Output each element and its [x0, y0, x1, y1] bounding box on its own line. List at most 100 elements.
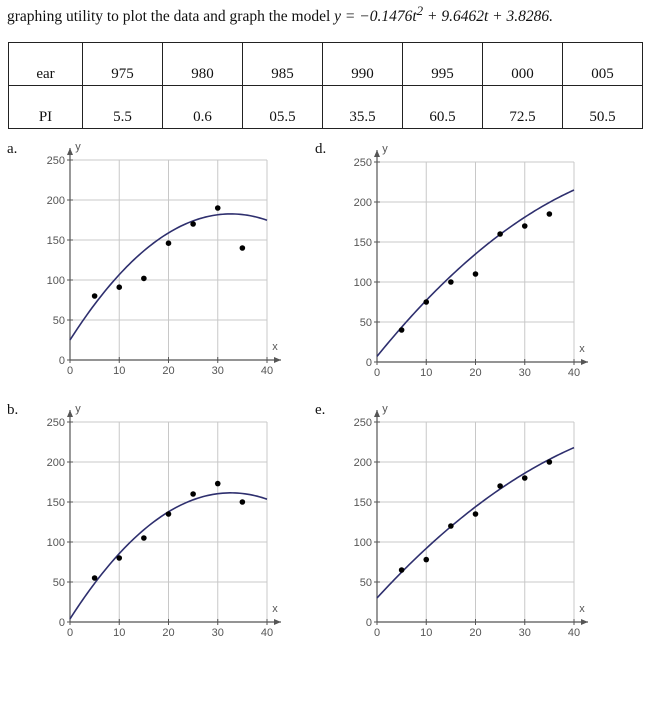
chart-1-x-tick-label: 20 — [162, 627, 174, 639]
chart-1-x-arrow — [274, 619, 281, 625]
chart-3-data-point-6 — [546, 459, 553, 465]
chart-0-data-point-3 — [165, 240, 172, 246]
chart-3-y-arrow — [374, 410, 380, 417]
table-row-year: ear 975 980 985 990 995 000 005 — [8, 42, 643, 86]
chart-2-x-tick-label: 30 — [519, 367, 531, 379]
table-cell: 60.5 — [402, 85, 483, 129]
chart-1-y-tick-label: 250 — [47, 417, 65, 429]
data-table: ear 975 980 985 990 995 000 005 PI 5.5 0… — [8, 42, 643, 129]
chart-0-data-point-4 — [190, 221, 196, 227]
table-row-pi: PI 5.5 0.6 05.5 35.5 60.5 72.5 50.5 — [8, 85, 643, 129]
chart-3-y-tick-label: 250 — [354, 417, 372, 429]
chart-2-x-axis-label: x — [579, 343, 585, 355]
chart-1-data-point-1 — [116, 555, 123, 561]
chart-0-model-curve — [69, 213, 268, 341]
chart-3-y-tick-label: 50 — [360, 577, 372, 589]
table-cell: 0.6 — [162, 85, 243, 129]
chart-3-model-curve — [376, 446, 575, 599]
table-cell: 50.5 — [562, 85, 643, 129]
option-label-d[interactable]: d. — [315, 141, 327, 157]
plot-b: 0 10 20 30 40 0 50 100 150 200 250 x y — [47, 403, 281, 639]
table-cell: 35.5 — [322, 85, 403, 129]
chart-2-y-tick-label: 200 — [354, 197, 372, 209]
chart-2-y-tick-label: 250 — [354, 157, 372, 169]
chart-3-data-point-1 — [423, 556, 430, 563]
chart-1-y-tick-label: 150 — [47, 497, 65, 509]
chart-2-x-tick-label: 0 — [374, 367, 380, 379]
chart-1-y-arrow — [67, 410, 73, 417]
chart-1-data-point-2 — [141, 535, 147, 541]
chart-0-y-tick-label: 0 — [59, 355, 65, 367]
chart-1-data-point-4 — [190, 491, 196, 497]
chart-2-y-tick-label: 150 — [354, 237, 372, 249]
chart-0-x-axis-label: x — [272, 341, 278, 353]
model-lhs: y = — [334, 8, 360, 26]
chart-1-y-tick-label: 50 — [53, 577, 65, 589]
chart-2-data-point-6 — [546, 211, 553, 217]
table-cell: 000 — [482, 42, 563, 86]
chart-1-x-tick-label: 40 — [261, 627, 273, 639]
chart-1-x-tick-label: 0 — [67, 627, 73, 639]
option-label-e[interactable]: e. — [315, 402, 326, 418]
table-cell: 72.5 — [482, 85, 563, 129]
table-cell: 990 — [322, 42, 403, 86]
chart-0-y-arrow — [67, 148, 73, 155]
chart-1-y-tick-label: 0 — [59, 617, 65, 629]
model-rest: + 9.6462t + 3.8286. — [423, 8, 553, 26]
chart-0-x-tick-label: 10 — [113, 365, 125, 377]
model-equation: y = −0.1476t2 + 9.6462t + 3.8286. — [334, 3, 553, 26]
chart-0-data-point-1 — [116, 284, 123, 290]
chart-3-y-tick-label: 200 — [354, 457, 372, 469]
chart-3-x-arrow — [581, 619, 588, 625]
chart-2-data-point-3 — [472, 271, 479, 277]
chart-0-y-tick-label: 150 — [47, 235, 65, 247]
chart-2-data-point-0 — [398, 327, 405, 333]
chart-3-y-tick-label: 100 — [354, 537, 372, 549]
chart-0-x-tick-label: 20 — [162, 365, 174, 377]
table-cell: 980 — [162, 42, 243, 86]
plot-a: 0 10 20 30 40 0 50 100 150 200 250 x y — [47, 141, 281, 377]
chart-2-x-tick-label: 10 — [420, 367, 432, 379]
model-term1: −0.1476t — [359, 8, 417, 26]
chart-3-x-tick-label: 20 — [469, 627, 481, 639]
table-cell: 985 — [242, 42, 323, 86]
chart-1-data-point-3 — [165, 511, 172, 517]
chart-2-y-axis-label: y — [382, 143, 388, 155]
plot-e: 0 10 20 30 40 0 50 100 150 200 250 x y — [354, 403, 588, 639]
chart-1-x-tick-label: 10 — [113, 627, 125, 639]
chart-1-data-point-5 — [214, 480, 221, 487]
chart-2-model-curve — [376, 189, 575, 357]
chart-0-x-arrow — [274, 357, 281, 363]
chart-2-y-tick-label: 100 — [354, 277, 372, 289]
table-cell: 005 — [562, 42, 643, 86]
chart-1-y-tick-label: 100 — [47, 537, 65, 549]
chart-0-x-tick-label: 0 — [67, 365, 73, 377]
chart-0-y-tick-label: 50 — [53, 315, 65, 327]
chart-3-data-point-4 — [497, 483, 503, 489]
chart-0-x-tick-label: 40 — [261, 365, 273, 377]
chart-0-y-axis-label: y — [75, 141, 81, 153]
table-row-label: PI — [8, 85, 83, 129]
chart-0-data-point-5 — [214, 205, 221, 211]
table-cell: 975 — [82, 42, 163, 86]
chart-2-data-point-2 — [448, 279, 454, 285]
chart-3-y-tick-label: 150 — [354, 497, 372, 509]
chart-1-y-tick-label: 200 — [47, 457, 65, 469]
problem-statement: graphing utility to plot the data and gr… — [7, 3, 553, 26]
chart-3-y-axis-label: y — [382, 403, 388, 415]
table-cell: 995 — [402, 42, 483, 86]
chart-2-y-tick-label: 0 — [366, 357, 372, 369]
chart-1-x-axis-label: x — [272, 603, 278, 615]
chart-3-x-tick-label: 30 — [519, 627, 531, 639]
table-cell: 05.5 — [242, 85, 323, 129]
option-label-b[interactable]: b. — [7, 402, 19, 418]
option-label-a[interactable]: a. — [7, 141, 18, 157]
chart-1-x-tick-label: 30 — [212, 627, 224, 639]
chart-3-x-tick-label: 0 — [374, 627, 380, 639]
chart-1-data-point-6 — [239, 499, 246, 505]
chart-2-data-point-4 — [497, 231, 503, 237]
chart-2-x-tick-label: 20 — [469, 367, 481, 379]
chart-2-data-point-1 — [423, 299, 430, 305]
model-exponent: 2 — [416, 3, 424, 18]
chart-3-x-tick-label: 40 — [568, 627, 580, 639]
